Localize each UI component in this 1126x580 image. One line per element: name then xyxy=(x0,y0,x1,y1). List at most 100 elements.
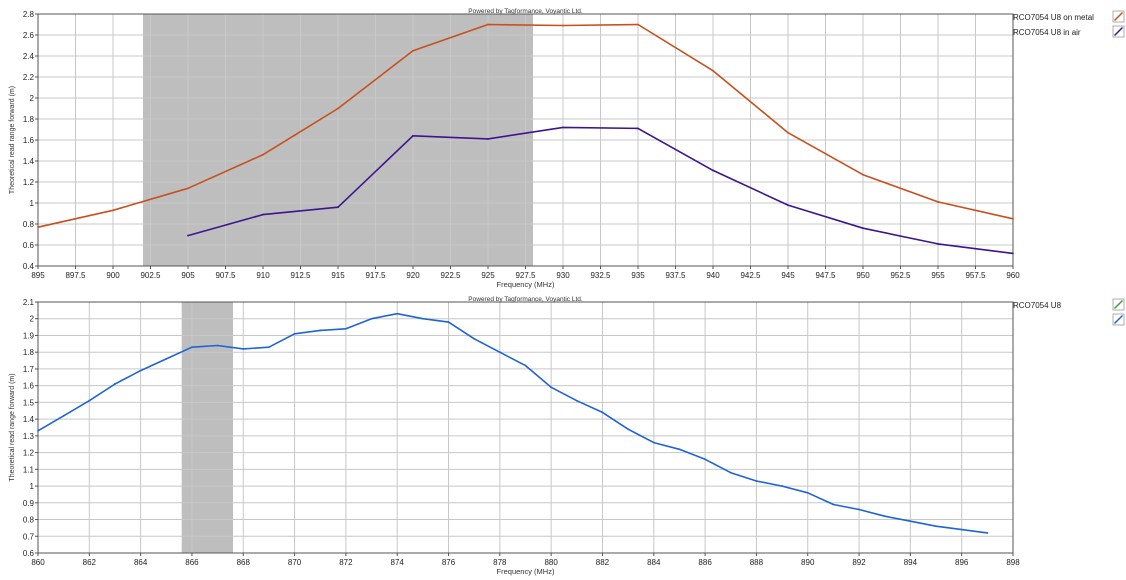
x-tick-label: 896 xyxy=(955,558,969,567)
x-tick-label: 907.5 xyxy=(215,271,236,280)
x-tick-label: 930 xyxy=(556,271,570,280)
legend-label-1: RCO7054 U8 on metal xyxy=(1013,13,1094,22)
data-point xyxy=(242,347,245,350)
data-point xyxy=(960,528,963,531)
y-tick-label: 1.1 xyxy=(23,465,35,474)
x-tick-label: 860 xyxy=(31,558,45,567)
data-point xyxy=(787,204,789,207)
x-tick-label: 902.5 xyxy=(140,271,161,280)
legend-label-2: RCO7054 U8 in air xyxy=(1013,28,1081,37)
data-point xyxy=(165,357,168,360)
y-tick-label: 2.8 xyxy=(23,10,35,19)
data-point xyxy=(114,383,116,385)
data-point xyxy=(268,346,270,349)
plot-frame xyxy=(37,301,1014,554)
data-point xyxy=(112,209,114,212)
data-point xyxy=(293,332,296,335)
x-tick-label: 884 xyxy=(647,558,661,567)
y-tick-label: 2 xyxy=(30,94,35,103)
x-tick-label: 935 xyxy=(631,271,645,280)
y-tick-label: 0.6 xyxy=(23,549,35,558)
y-tick-label: 1 xyxy=(30,199,35,208)
data-point xyxy=(62,414,65,417)
x-tick-label: 866 xyxy=(185,558,199,567)
y-tick-label: 0.7 xyxy=(23,532,35,541)
x-tick-label: 952.5 xyxy=(890,271,911,280)
x-axis-label: Frequency (MHz) xyxy=(497,567,555,576)
data-point xyxy=(862,173,864,176)
data-point xyxy=(337,206,339,209)
x-tick-label: 940 xyxy=(706,271,720,280)
data-point xyxy=(319,329,322,332)
chart-top: 895 897.5 900 902.5 905 907.5 910 912.5 915 917.5… xyxy=(9,8,1125,289)
x-tick-label: 880 xyxy=(544,558,558,567)
legend-label-1: RCO7054 U8 xyxy=(1013,301,1062,310)
x-tick-label: 905 xyxy=(181,271,195,280)
y-tick-label: 1.6 xyxy=(23,382,35,391)
data-point xyxy=(935,525,937,528)
y-tick-label: 0.8 xyxy=(23,220,35,229)
data-point xyxy=(396,312,399,315)
y-tick-label: 1.2 xyxy=(23,178,35,187)
y-axis-label: Theoretical read range forward (m) xyxy=(9,86,16,194)
x-tick-label: 874 xyxy=(391,558,405,567)
y-tick-label: 1.9 xyxy=(23,331,35,340)
x-tick-label: 864 xyxy=(134,558,148,567)
series-line-2 xyxy=(187,126,1014,255)
y-tick-label: 2.2 xyxy=(23,73,35,82)
y-tick-label: 2.6 xyxy=(23,31,35,40)
series-line-1 xyxy=(37,23,1014,228)
legend-swatch-icon xyxy=(1112,298,1125,311)
y-axis-label: Theoretical read range forward (m) xyxy=(9,373,16,481)
data-point xyxy=(337,107,339,110)
data-point xyxy=(601,411,604,414)
x-tick-label: 892 xyxy=(852,558,866,567)
data-point xyxy=(937,201,939,203)
data-point xyxy=(562,126,564,129)
x-tick-label: 895 xyxy=(31,271,45,280)
x-tick-label: 917.5 xyxy=(365,271,386,280)
y-tick-label: 1.2 xyxy=(23,449,35,458)
y-tick-label: 0.4 xyxy=(23,262,35,271)
chart-title: Powered by Tagformance, Voyantic Ltd. xyxy=(468,296,583,303)
legend-swatch-stroke xyxy=(1113,26,1124,37)
data-point xyxy=(575,399,578,402)
data-point xyxy=(637,127,639,130)
chart-bottom: 860 862 864 866 868 870 872 874 876 878 880 882 884 8… xyxy=(9,296,1125,576)
data-point xyxy=(88,399,91,402)
x-tick-label: 882 xyxy=(596,558,610,567)
x-tick-label: 872 xyxy=(339,558,353,567)
y-tick-label: 1.4 xyxy=(23,157,35,166)
data-point xyxy=(216,344,219,347)
x-tick-label: 925 xyxy=(481,271,495,280)
y-tick-label: 1.6 xyxy=(23,136,35,145)
x-tick-label: 920 xyxy=(406,271,420,280)
data-point xyxy=(781,485,783,487)
data-point xyxy=(191,346,193,349)
data-point xyxy=(755,480,758,482)
data-point xyxy=(524,364,527,367)
x-tick-label: 942.5 xyxy=(740,271,761,280)
y-tick-label: 1.8 xyxy=(23,348,35,357)
data-point xyxy=(787,131,789,134)
x-tick-label: 932.5 xyxy=(590,271,611,280)
data-point xyxy=(550,386,553,389)
x-tick-label: 945 xyxy=(781,271,795,280)
data-point xyxy=(1012,217,1014,220)
data-point xyxy=(678,448,681,451)
y-tick-label: 2.4 xyxy=(23,52,35,61)
data-point xyxy=(421,317,424,320)
data-point xyxy=(652,441,655,444)
data-point xyxy=(412,134,414,137)
data-point xyxy=(1012,252,1014,255)
x-tick-label: 957.5 xyxy=(965,271,986,280)
y-tick-label: 0.9 xyxy=(23,499,35,508)
x-tick-label: 912.5 xyxy=(290,271,311,280)
x-axis-label: Frequency (MHz) xyxy=(497,280,555,289)
legend-swatch-stroke xyxy=(1113,299,1124,310)
x-tick-label: 862 xyxy=(83,558,97,567)
legend-swatch-icon xyxy=(1112,313,1125,326)
x-tick-label: 868 xyxy=(237,558,251,567)
data-point xyxy=(858,508,860,511)
x-tick-label: 922.5 xyxy=(440,271,461,280)
